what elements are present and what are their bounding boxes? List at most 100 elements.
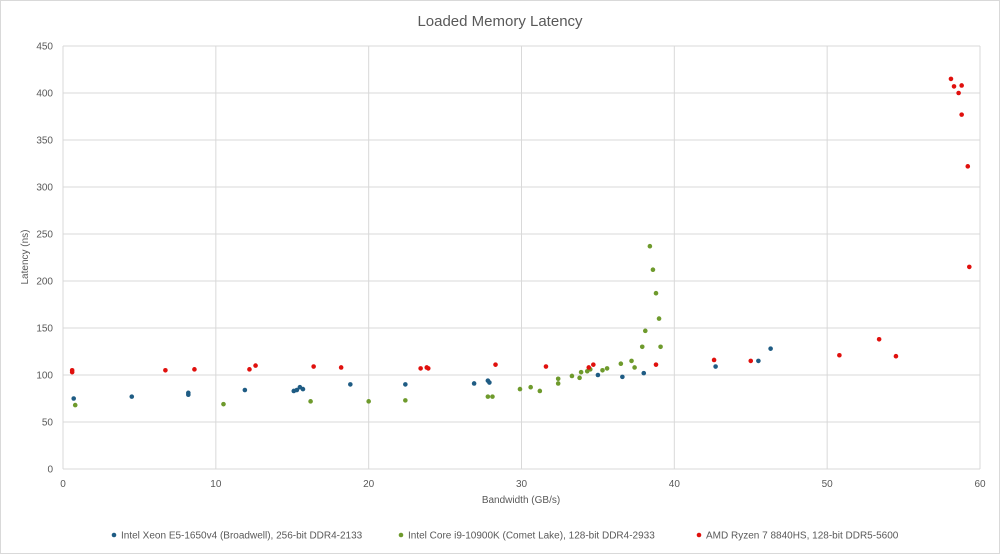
data-point-series-3 <box>959 83 964 88</box>
data-point-series-3 <box>338 365 344 370</box>
data-point-series-2 <box>577 375 582 381</box>
data-point-series-3 <box>711 357 717 363</box>
x-tick-label: 10 <box>210 479 222 490</box>
data-point-series-1 <box>129 394 135 399</box>
data-point-series-1 <box>768 346 773 351</box>
data-point-series-1 <box>186 392 191 398</box>
data-point-series-2 <box>221 401 226 407</box>
legend: Intel Xeon E5-1650v4 (Broadwell), 256-bi… <box>111 531 899 542</box>
data-point-series-3 <box>543 364 549 369</box>
data-point-series-3 <box>653 362 659 367</box>
y-tick-label: 200 <box>36 277 53 288</box>
data-point-series-2 <box>490 394 495 399</box>
data-point-series-2 <box>600 368 605 373</box>
data-point-series-2 <box>537 388 543 394</box>
data-point-series-3 <box>893 353 899 359</box>
y-tick-label: 250 <box>36 230 53 241</box>
data-point-series-3 <box>69 369 75 375</box>
data-point-series-3 <box>967 264 972 270</box>
data-point-series-2 <box>555 381 561 386</box>
data-point-series-2 <box>308 399 313 404</box>
data-point-series-1 <box>242 387 248 393</box>
y-tick-label: 50 <box>42 418 54 429</box>
data-point-series-3 <box>956 90 961 96</box>
data-point-series-2 <box>366 399 371 404</box>
data-point-series-1 <box>595 372 601 378</box>
data-point-series-2 <box>569 373 575 379</box>
legend-entry: Intel Core i9-10900K (Comet Lake), 128-b… <box>408 531 655 542</box>
data-point-series-3 <box>253 363 258 368</box>
data-point-series-3 <box>418 366 423 371</box>
data-point-series-1 <box>348 382 353 387</box>
y-tick-label: 400 <box>36 89 53 100</box>
data-point-series-3 <box>192 367 197 372</box>
x-tick-label: 20 <box>363 479 375 490</box>
data-point-series-3 <box>951 84 957 89</box>
data-point-series-2 <box>555 376 561 382</box>
grid <box>62 45 981 470</box>
legend-marker <box>696 532 702 538</box>
data-point-series-2 <box>639 344 645 350</box>
y-tick-label: 350 <box>36 136 53 147</box>
y-tick-label: 100 <box>36 371 53 382</box>
y-tick-labels: 0 50 100 150 200 250 300 350 400 450 <box>36 42 53 476</box>
data-point-series-2 <box>517 386 523 392</box>
data-point-series-3 <box>311 364 316 369</box>
x-tick-label: 60 <box>974 479 986 490</box>
data-point-series-3 <box>837 352 842 358</box>
data-point-series-2 <box>485 394 491 399</box>
data-point-series-2 <box>72 402 78 408</box>
x-tick-label: 30 <box>516 479 528 490</box>
data-point-series-2 <box>656 316 662 321</box>
legend-entry: Intel Xeon E5-1650v4 (Broadwell), 256-bi… <box>121 531 363 542</box>
x-tick-label: 40 <box>669 479 681 490</box>
data-point-series-2 <box>658 344 663 350</box>
data-point-series-2 <box>632 365 637 370</box>
y-tick-label: 150 <box>36 324 53 335</box>
data-point-series-1 <box>620 374 625 380</box>
data-point-series-2 <box>528 384 533 390</box>
data-point-series-3 <box>959 112 964 117</box>
data-point-series-2 <box>650 267 656 273</box>
legend-marker <box>398 532 404 538</box>
data-point-series-1 <box>300 386 306 392</box>
data-point-series-2 <box>653 290 659 296</box>
data-point-series-2 <box>647 243 653 249</box>
legend-entry: AMD Ryzen 7 8840HS, 128-bit DDR5-5600 <box>706 531 899 542</box>
data-point-series-1 <box>71 396 76 401</box>
data-point-series-2 <box>604 366 610 371</box>
data-point-series-1 <box>713 364 718 369</box>
legend-marker <box>111 532 117 538</box>
x-tick-label: 50 <box>822 479 834 490</box>
data-point-series-1 <box>487 380 492 385</box>
data-point-series-2 <box>642 328 648 334</box>
data-point-series-3 <box>948 76 954 82</box>
data-point-series-1 <box>471 381 477 386</box>
x-tick-labels: 0 10 20 30 40 50 60 <box>60 479 986 490</box>
data-point-series-2 <box>578 369 584 375</box>
data-point-series-1 <box>641 370 647 376</box>
data-point-series-2 <box>403 398 408 403</box>
y-tick-label: 300 <box>36 183 53 194</box>
data-point-series-2 <box>629 358 634 364</box>
data-point-series-3 <box>591 362 596 367</box>
data-point-series-3 <box>586 365 592 370</box>
data-point-series-3 <box>876 336 882 342</box>
y-tick-label: 450 <box>36 42 53 53</box>
data-point-series-3 <box>493 362 498 367</box>
data-point-series-3 <box>748 358 754 364</box>
data-point-series-1 <box>403 382 408 387</box>
data-point-series-3 <box>965 164 971 169</box>
data-point-series-3 <box>247 367 252 372</box>
y-axis-label: Latency (ns) <box>20 229 31 284</box>
data-points <box>69 76 972 408</box>
x-tick-label: 0 <box>60 479 66 490</box>
chart-title: Loaded Memory Latency <box>417 13 583 30</box>
data-point-series-3 <box>163 368 168 373</box>
x-axis-label: Bandwidth (GB/s) <box>482 495 560 506</box>
data-point-series-2 <box>618 361 624 367</box>
y-tick-label: 0 <box>47 465 53 476</box>
data-point-series-3 <box>425 366 431 371</box>
